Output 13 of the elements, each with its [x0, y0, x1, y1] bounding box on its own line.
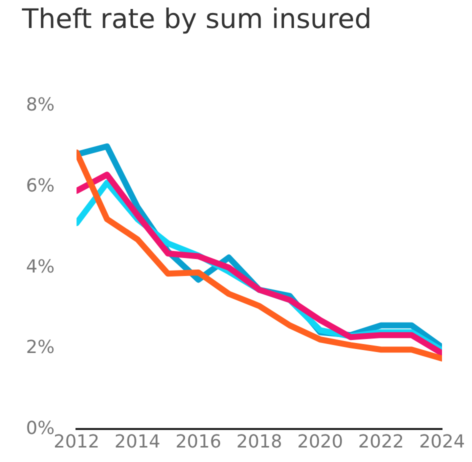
x-tick-label: 2012 [54, 432, 100, 453]
x-tick-label: 2018 [236, 432, 282, 453]
x-tick-label: 2016 [175, 432, 222, 453]
x-tick-label: 2022 [358, 432, 404, 453]
y-tick-label: 8% [26, 94, 55, 116]
x-tick-label: 2024 [419, 432, 465, 453]
x-tick-label: 2020 [297, 432, 344, 453]
y-tick-label: 6% [26, 175, 55, 196]
x-tick-label: 2014 [114, 432, 160, 453]
y-tick-label: 2% [26, 337, 55, 358]
y-tick-label: 0% [26, 418, 55, 439]
chart-title: Theft rate by sum insured [22, 4, 372, 35]
y-tick-label: 4% [26, 256, 55, 278]
